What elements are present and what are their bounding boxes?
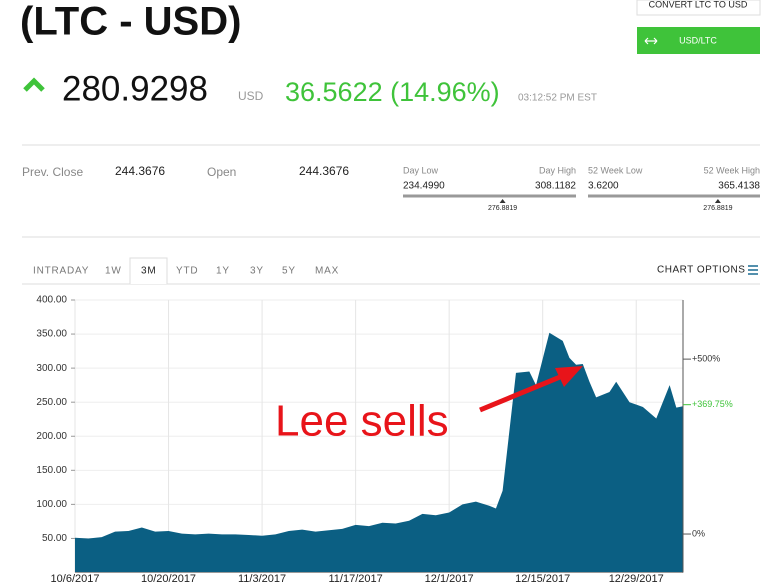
x-tick-label: 12/15/2017 xyxy=(515,573,570,585)
x-tick-label: 12/29/2017 xyxy=(609,573,664,585)
area xyxy=(75,332,683,573)
toggle-label[interactable]: USD/LTC xyxy=(679,35,717,45)
change: 36.5622 (14.96%) xyxy=(285,77,500,107)
range-low: 234.4990 xyxy=(403,181,445,192)
y2-tick-label: 0% xyxy=(692,528,705,538)
tab[interactable]: MAX xyxy=(315,266,339,277)
y-tick-label: 300.00 xyxy=(36,363,67,374)
range-current: 276.8819 xyxy=(488,205,517,212)
annotation: Lee sells xyxy=(275,397,449,446)
range-high-label: 52 Week High xyxy=(704,165,760,175)
up-arrow xyxy=(23,77,45,92)
range-marker xyxy=(714,199,721,203)
range-low-label: 52 Week Low xyxy=(588,165,643,175)
time: 03:12:52 PM EST xyxy=(518,93,597,104)
y-tick-label: 50.00 xyxy=(42,533,67,544)
y-tick-label: 100.00 xyxy=(36,499,67,510)
x-tick-label: 10/20/2017 xyxy=(141,573,196,585)
convert-button[interactable] xyxy=(636,0,761,16)
price: 280.9298 xyxy=(62,69,208,108)
x-tick-label: 11/3/2017 xyxy=(238,573,286,585)
range-current: 276.8819 xyxy=(703,205,732,212)
range-low: 3.6200 xyxy=(588,181,619,192)
y-tick-label: 350.00 xyxy=(36,329,67,340)
y-tick-label: 250.00 xyxy=(36,397,67,408)
y-tick-label: 200.00 xyxy=(36,431,67,442)
x-tick-label: 10/6/2017 xyxy=(51,573,100,585)
prev-close-label: Prev. Close xyxy=(22,165,83,179)
tab[interactable]: INTRADAY xyxy=(33,266,89,277)
tab[interactable]: 1W xyxy=(105,266,122,277)
prev-close: 244.3676 xyxy=(115,164,165,178)
tab[interactable]: 1Y xyxy=(216,266,230,277)
menu-icon[interactable] xyxy=(748,265,758,275)
annotation-arrow xyxy=(479,374,561,413)
chart-options[interactable]: CHART OPTIONS xyxy=(657,265,745,276)
y-tick-label: 150.00 xyxy=(36,465,67,476)
y2-current-label: +369.75% xyxy=(692,399,733,409)
open-label: Open xyxy=(207,165,236,179)
tab[interactable]: 5Y xyxy=(282,266,296,277)
convert-label[interactable]: CONVERT LTC TO USD xyxy=(649,0,748,9)
title: (LTC - USD) xyxy=(20,0,241,44)
x-tick-label: 11/17/2017 xyxy=(328,573,382,585)
open: 244.3676 xyxy=(299,164,349,178)
annotation-arrowhead xyxy=(555,366,583,387)
y2-tick-label: +500% xyxy=(692,353,720,363)
tab[interactable]: 3M xyxy=(141,266,157,277)
range-low-label: Day Low xyxy=(403,165,439,175)
range-high: 365.4138 xyxy=(718,181,760,192)
tab[interactable]: 3Y xyxy=(250,266,264,277)
active-tab xyxy=(129,257,168,284)
toggle-button[interactable] xyxy=(637,27,760,54)
tab[interactable]: YTD xyxy=(176,266,198,277)
y-tick-label: 400.00 xyxy=(36,295,67,306)
currency: USD xyxy=(238,89,264,103)
range-high-label: Day High xyxy=(539,165,576,175)
range-marker xyxy=(499,199,506,203)
toggle-icon xyxy=(644,37,658,45)
range-high: 308.1182 xyxy=(535,181,576,192)
x-tick-label: 12/1/2017 xyxy=(425,573,474,585)
